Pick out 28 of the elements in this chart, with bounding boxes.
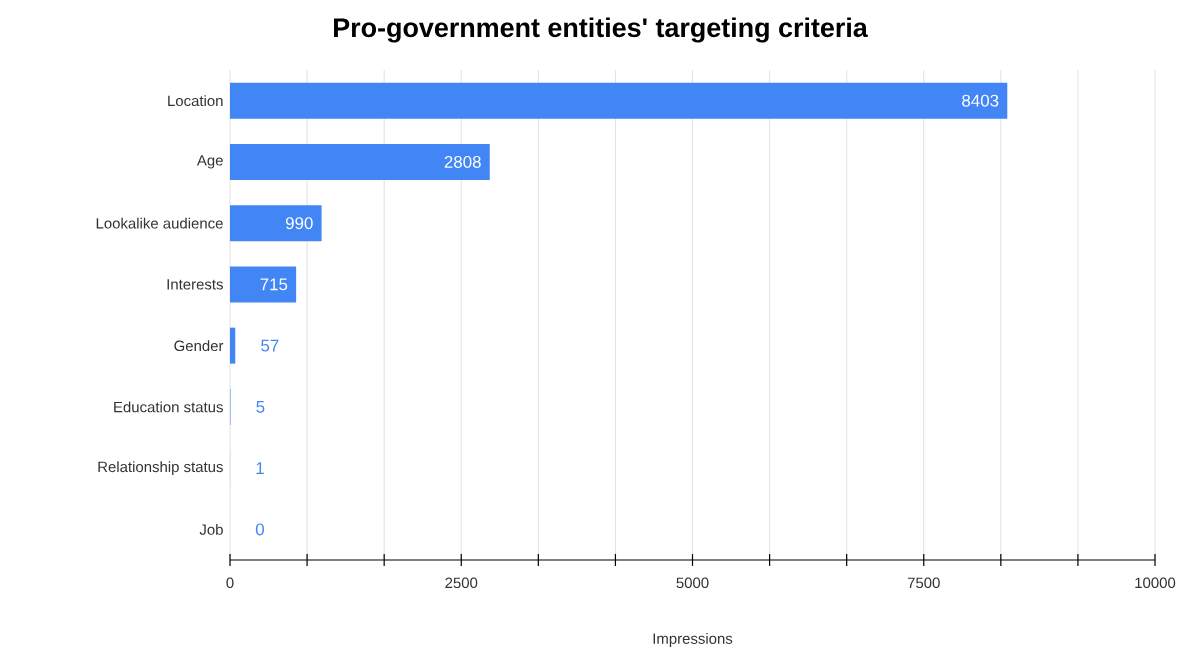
data-label: 5 [256, 400, 265, 413]
bar [230, 205, 322, 242]
x-tick-label: 0 [226, 577, 234, 589]
data-label: 1 [256, 462, 264, 474]
y-tick-label: Lookalike audience [96, 217, 223, 229]
x-tick-label: 2500 [445, 577, 478, 589]
data-label: 715 [260, 278, 288, 291]
data-label: 2808 [444, 155, 481, 168]
data-label: 990 [285, 217, 313, 230]
y-tick-label: Relationship status [98, 461, 223, 476]
bar [230, 327, 236, 364]
x-tick-label: 5000 [676, 577, 709, 589]
bar [230, 266, 297, 303]
y-tick-label: Age [196, 155, 223, 169]
y-tick-label: Interests [167, 279, 223, 290]
x-tick-label: 7500 [907, 577, 940, 589]
y-tick-label: Education status [114, 401, 223, 413]
bar [230, 143, 490, 180]
data-label: 8403 [962, 94, 999, 107]
y-tick-label: Gender [174, 340, 224, 352]
x-axis-title: Impressions [653, 632, 733, 647]
bar [230, 82, 1008, 119]
data-label: 57 [261, 339, 279, 352]
x-tick-label: 10000 [1135, 577, 1176, 589]
data-label: 0 [255, 523, 264, 536]
chart-title: Pro-government entities' targeting criteria [334, 17, 868, 43]
y-tick-label: Job [199, 523, 223, 535]
y-tick-label: Location [168, 95, 223, 107]
